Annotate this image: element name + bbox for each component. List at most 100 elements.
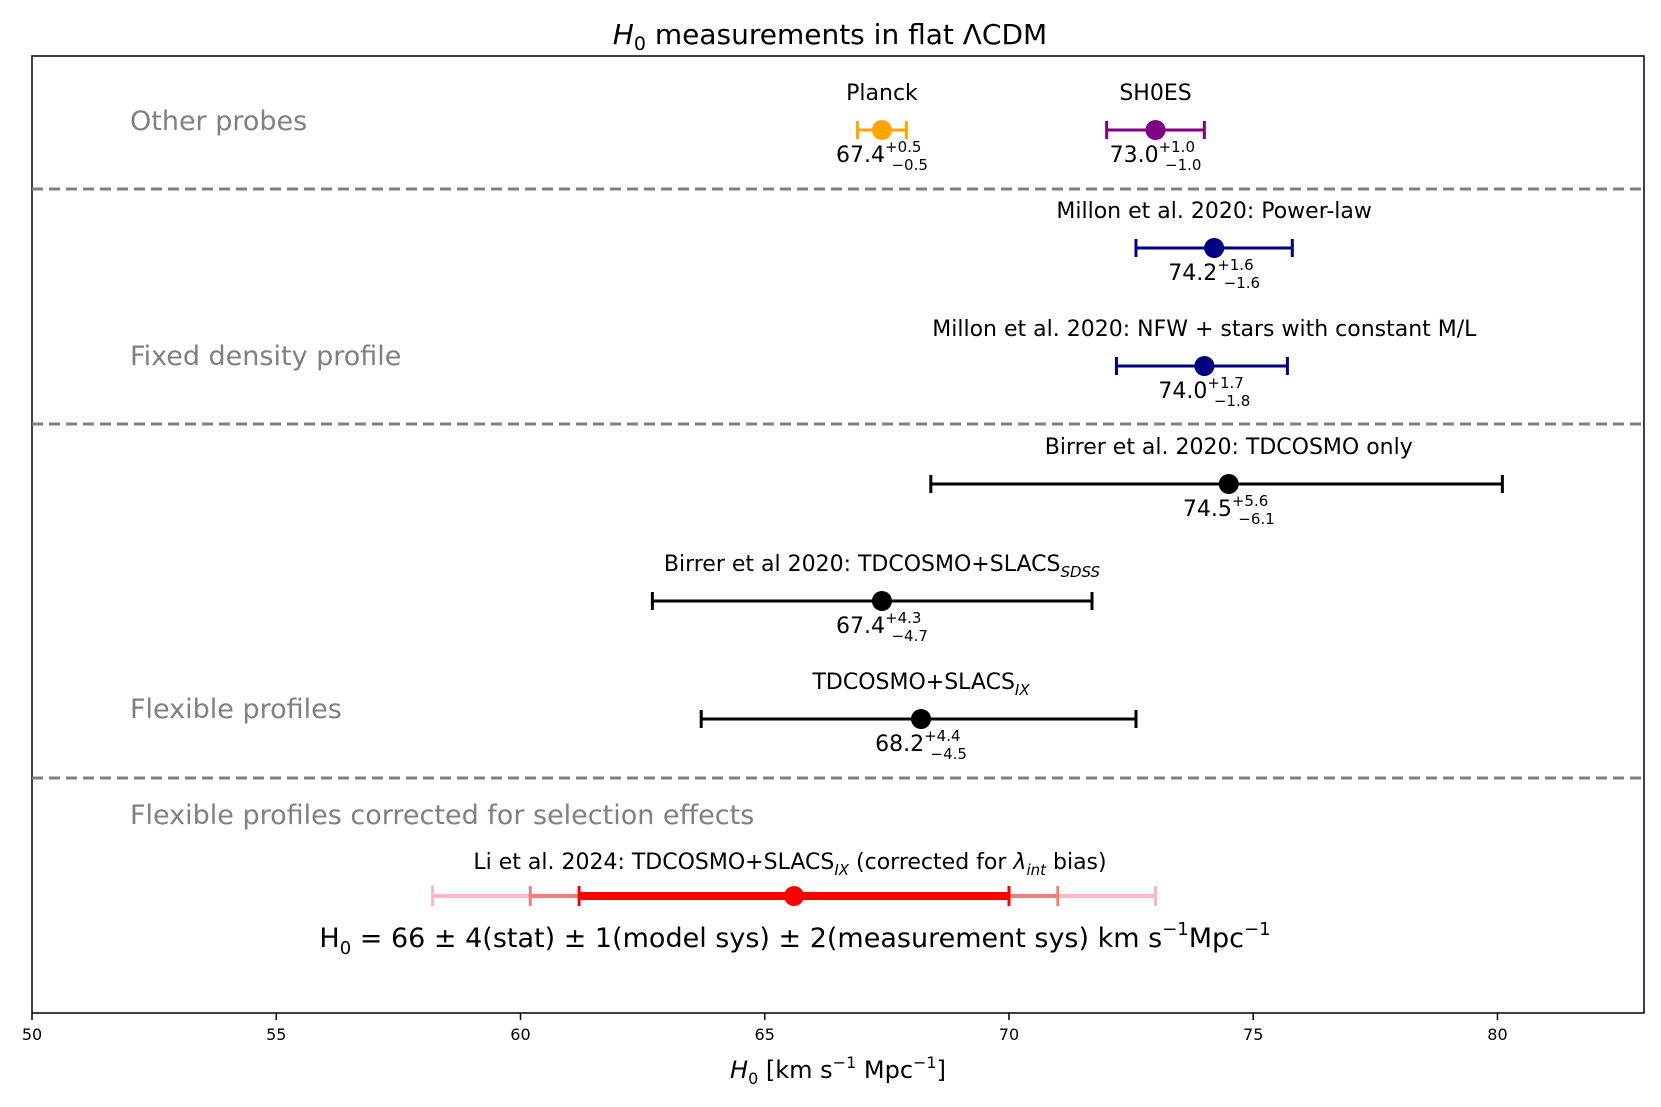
group-label-flexible-corrected: Flexible profiles corrected for selectio…: [130, 800, 754, 831]
result-formula: H0 = 66 ± 4(stat) ± 1(model sys) ± 2(mea…: [319, 919, 1270, 959]
value-plus: +5.6: [1232, 492, 1268, 510]
corrected-point: [784, 886, 805, 906]
entry-value: 74.0+1.7 −1.8: [1158, 374, 1250, 410]
entry-4: Birrer et al. 2020: TDCOSMO only 74.5+5.6…: [929, 435, 1504, 528]
formula-h: H: [319, 923, 339, 954]
x-tick-label-50: 50: [22, 1025, 42, 1044]
corrected-lambda: λ: [1012, 850, 1026, 875]
entry-2: Millon et al. 2020: Power-law 74.2+1.6 −1.…: [1056, 199, 1371, 292]
data-point: [1204, 238, 1225, 258]
corrected-label: Li et al. 2024: TDCOSMO+SLACSIX (correct…: [473, 850, 1106, 879]
entry-label: Birrer et al 2020: TDCOSMO+SLACSSDSS: [664, 552, 1101, 581]
entry-6: TDCOSMO+SLACSIX 68.2+4.4 −4.5: [699, 670, 1138, 763]
x-tick-label-55: 55: [266, 1025, 286, 1044]
entry-label: TDCOSMO+SLACSIX: [811, 670, 1030, 699]
xlabel-var: H: [730, 1056, 748, 1084]
group-label-fixed-density: Fixed density profile: [130, 341, 401, 372]
corrected-name: Li et al. 2024: TDCOSMO+SLACS: [473, 850, 834, 875]
x-tick-label-80: 80: [1487, 1025, 1507, 1044]
value-minus: −1.0: [1165, 156, 1201, 174]
entry-name-sub: SDSS: [1060, 563, 1100, 581]
entry-name: Birrer et al. 2020: TDCOSMO only: [1045, 435, 1413, 460]
x-tick-label-75: 75: [1243, 1025, 1263, 1044]
entry-label: SH0ES: [1119, 81, 1191, 106]
value-number: 67.4: [836, 614, 885, 639]
data-point: [1194, 356, 1215, 376]
entry-value: 74.5+5.6 −6.1: [1183, 492, 1275, 528]
corrected-name-sub: IX: [834, 861, 849, 879]
group-label-other-probes: Other probes: [130, 106, 307, 137]
entry-name-sub: IX: [1015, 681, 1030, 699]
value-plus: +4.3: [885, 609, 921, 627]
data-point: [1218, 474, 1239, 494]
chart-title: H0 measurements in flat ΛCDM: [613, 18, 1047, 55]
x-tick-label-65: 65: [755, 1025, 775, 1044]
value-minus: −4.7: [891, 627, 927, 645]
entry-value: 68.2+4.4 −4.5: [875, 727, 967, 763]
formula-mid: = 66 ± 4(stat) ± 1(model sys) ± 2(measur…: [351, 923, 1162, 954]
entry-1: SH0ES 73.0+1.0 −1.0: [1105, 81, 1206, 174]
value-number: 74.0: [1158, 379, 1207, 404]
entry-label: Planck: [846, 81, 918, 106]
entry-name: Millon et al. 2020: Power-law: [1056, 199, 1371, 224]
group-label-flexible-profiles: Flexible profiles: [130, 694, 342, 725]
data-point: [1145, 120, 1166, 140]
entry-value: 67.4+0.5 −0.5: [836, 138, 928, 174]
data-point: [871, 120, 892, 140]
entry-name: Planck: [846, 81, 918, 106]
formula-sup1: −1: [1162, 919, 1189, 940]
xlabel-sup1: −1: [833, 1053, 857, 1072]
xlabel-mid2: Mpc: [856, 1056, 913, 1084]
entry-name: Millon et al. 2020: NFW + stars with con…: [932, 317, 1477, 342]
corrected-layer: Li et al. 2024: TDCOSMO+SLACSIX (correct…: [319, 850, 1270, 959]
value-number: 68.2: [875, 732, 924, 757]
value-plus: +0.5: [885, 138, 921, 156]
value-plus: +4.4: [924, 727, 960, 745]
title-var: H: [613, 18, 634, 51]
formula-h-sub: 0: [340, 938, 351, 959]
title-sub: 0: [634, 33, 646, 55]
entry-3: Millon et al. 2020: NFW + stars with con…: [932, 317, 1477, 410]
entry-label: Birrer et al. 2020: TDCOSMO only: [1045, 435, 1413, 460]
value-number: 67.4: [836, 143, 885, 168]
xlabel-sub: 0: [748, 1069, 758, 1088]
value-minus: −1.8: [1214, 392, 1250, 410]
value-number: 74.5: [1183, 497, 1232, 522]
entry-label: Millon et al. 2020: Power-law: [1056, 199, 1371, 224]
x-tick-label-60: 60: [510, 1025, 530, 1044]
value-plus: +1.6: [1217, 256, 1253, 274]
x-tick-label-70: 70: [999, 1025, 1019, 1044]
xlabel-sup2: −1: [913, 1053, 937, 1072]
formula-mpc: Mpc: [1189, 923, 1244, 954]
corrected-name-end: bias): [1046, 850, 1107, 875]
value-number: 73.0: [1110, 143, 1159, 168]
x-axis-title: H0 [km s−1 Mpc−1]: [730, 1053, 946, 1088]
value-plus: +1.7: [1207, 374, 1243, 392]
plot-frame: [31, 55, 1645, 1014]
corrected-lambda-sub: int: [1026, 861, 1047, 879]
entry-value: 73.0+1.0 −1.0: [1110, 138, 1202, 174]
entry-name: Birrer et al 2020: TDCOSMO+SLACS: [664, 552, 1061, 577]
entry-name: SH0ES: [1119, 81, 1191, 106]
entry-value: 67.4+4.3 −4.7: [836, 609, 928, 645]
xlabel-end: ]: [937, 1056, 946, 1084]
formula-sup2: −1: [1244, 919, 1271, 940]
value-plus: +1.0: [1159, 138, 1195, 156]
data-point: [871, 591, 892, 611]
corrected-name-mid: (corrected for: [849, 850, 1013, 875]
data-point: [911, 709, 932, 729]
entry-name: TDCOSMO+SLACS: [811, 670, 1014, 695]
x-axis: 50 55 60 65 70 75 80: [22, 1013, 1508, 1044]
xlabel-mid: [km s: [758, 1056, 832, 1084]
title-rest: measurements in flat ΛCDM: [646, 18, 1047, 51]
entry-value: 74.2+1.6 −1.6: [1168, 256, 1260, 292]
entry-5: Birrer et al 2020: TDCOSMO+SLACSSDSS 67.4…: [650, 552, 1101, 645]
value-minus: −1.6: [1224, 274, 1260, 292]
entry-label: Millon et al. 2020: NFW + stars with con…: [932, 317, 1477, 342]
value-minus: −0.5: [891, 156, 927, 174]
value-number: 74.2: [1168, 261, 1217, 286]
value-minus: −4.5: [931, 745, 967, 763]
value-minus: −6.1: [1238, 510, 1274, 528]
